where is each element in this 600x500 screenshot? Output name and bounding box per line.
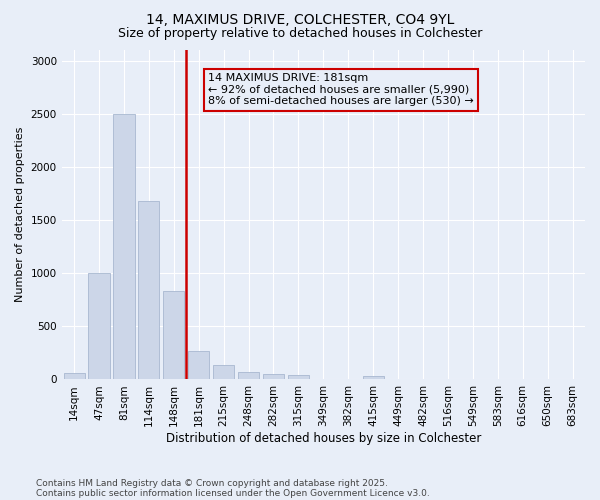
Text: 14 MAXIMUS DRIVE: 181sqm
← 92% of detached houses are smaller (5,990)
8% of semi: 14 MAXIMUS DRIVE: 181sqm ← 92% of detach… <box>208 73 474 106</box>
Bar <box>213 364 234 380</box>
Bar <box>113 114 134 380</box>
Bar <box>138 201 160 380</box>
Bar <box>263 374 284 380</box>
X-axis label: Distribution of detached houses by size in Colchester: Distribution of detached houses by size … <box>166 432 481 445</box>
Bar <box>188 351 209 380</box>
Bar <box>238 372 259 380</box>
Bar <box>288 375 309 380</box>
Bar <box>362 376 384 380</box>
Y-axis label: Number of detached properties: Number of detached properties <box>15 127 25 302</box>
Text: Contains public sector information licensed under the Open Government Licence v3: Contains public sector information licen… <box>36 488 430 498</box>
Bar <box>64 373 85 380</box>
Text: Size of property relative to detached houses in Colchester: Size of property relative to detached ho… <box>118 28 482 40</box>
Bar <box>163 291 184 380</box>
Bar <box>88 273 110 380</box>
Text: Contains HM Land Registry data © Crown copyright and database right 2025.: Contains HM Land Registry data © Crown c… <box>36 478 388 488</box>
Text: 14, MAXIMUS DRIVE, COLCHESTER, CO4 9YL: 14, MAXIMUS DRIVE, COLCHESTER, CO4 9YL <box>146 12 454 26</box>
